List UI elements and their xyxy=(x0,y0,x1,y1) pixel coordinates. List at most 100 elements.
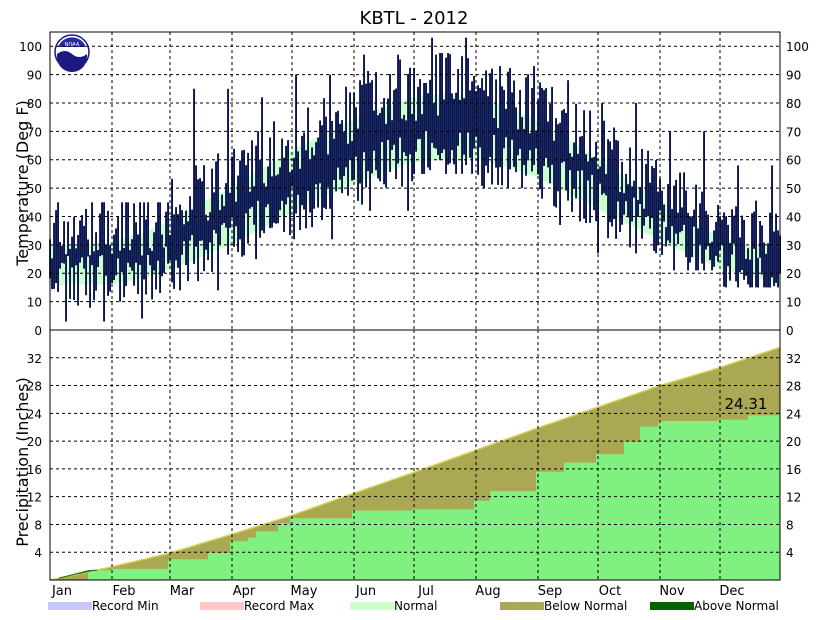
observed-temp-bar xyxy=(307,107,309,191)
observed-temp-bar xyxy=(643,208,645,226)
observed-temp-bar xyxy=(585,154,587,224)
observed-temp-bar xyxy=(217,153,219,291)
temp-tick-left: 10 xyxy=(27,296,42,310)
observed-temp-bar xyxy=(721,219,723,246)
observed-temp-bar xyxy=(293,157,295,240)
month-tick-label: Mar xyxy=(170,584,195,599)
observed-temp-bar xyxy=(687,212,689,271)
observed-temp-bar xyxy=(479,88,481,148)
observed-temp-bar xyxy=(745,258,747,276)
observed-temp-bar xyxy=(401,118,403,187)
observed-temp-bar xyxy=(119,250,121,302)
observed-temp-bar xyxy=(749,259,751,288)
observed-temp-bar xyxy=(661,190,663,255)
precip-tick-left: 24 xyxy=(27,407,42,421)
observed-temp-bar xyxy=(455,92,457,174)
temp-tick-right: 80 xyxy=(786,97,801,111)
observed-temp-bar xyxy=(93,251,95,301)
observed-temp-bar xyxy=(165,211,167,247)
observed-temp-bar xyxy=(221,194,223,225)
observed-temp-bar xyxy=(305,150,307,229)
precip-tick-left: 16 xyxy=(27,463,42,477)
observed-temp-bar xyxy=(519,89,521,149)
observed-temp-bar xyxy=(727,224,729,267)
observed-temp-bar xyxy=(177,214,179,268)
observed-temp-bar xyxy=(241,150,243,257)
observed-temp-bar xyxy=(289,172,291,235)
observed-temp-bar xyxy=(369,82,371,211)
observed-temp-bar xyxy=(595,141,597,222)
observed-temp-bar xyxy=(229,192,231,228)
observed-temp-bar xyxy=(127,202,129,263)
legend-label: Record Min xyxy=(92,599,159,613)
observed-temp-bar xyxy=(87,239,89,257)
observed-temp-bar xyxy=(597,168,599,254)
precip-above-normal-bar xyxy=(79,572,82,574)
observed-temp-bar xyxy=(407,73,409,211)
observed-temp-bar xyxy=(73,217,75,300)
observed-temp-bar xyxy=(657,191,659,245)
precipitation-areas xyxy=(49,346,781,581)
month-tick-label: Apr xyxy=(233,584,256,599)
observed-temp-bar xyxy=(559,122,561,225)
month-tick-label: Oct xyxy=(599,584,621,599)
observed-temp-bar xyxy=(191,209,193,235)
observed-temp-bar xyxy=(723,212,725,287)
observed-temp-bar xyxy=(465,37,467,166)
observed-temp-bar xyxy=(385,123,387,188)
observed-temp-bar xyxy=(223,206,225,223)
observed-temp-bar xyxy=(149,248,151,266)
observed-temp-bar xyxy=(297,151,299,195)
observed-temp-bar xyxy=(431,37,433,143)
observed-temp-bar xyxy=(769,212,771,288)
observed-temp-bar xyxy=(737,165,739,288)
precip-above-normal-bar xyxy=(67,575,70,577)
observed-temp-bar xyxy=(253,186,255,225)
temperature-axis-label: Temperature (Deg F) xyxy=(13,100,32,267)
observed-temp-bar xyxy=(561,110,563,163)
precip-above-normal-bar xyxy=(63,576,66,578)
observed-temp-bar xyxy=(667,184,669,241)
observed-temp-bar xyxy=(539,82,541,190)
observed-temp-bar xyxy=(85,209,87,296)
month-tick-label: Dec xyxy=(719,584,744,599)
observed-temp-bar xyxy=(263,183,265,234)
observed-temp-bar xyxy=(645,164,647,217)
precipitation-axis-label: Precipitation (Inches) xyxy=(13,377,32,547)
observed-temp-bar xyxy=(151,250,153,300)
observed-temp-bar xyxy=(619,192,621,232)
observed-temp-bar xyxy=(209,212,211,243)
precip-plot-frame xyxy=(49,329,781,581)
observed-temp-bar xyxy=(409,67,411,155)
precip-above-normal-bar xyxy=(71,574,74,576)
observed-temp-bar xyxy=(207,220,209,261)
observed-temp-bar xyxy=(535,130,537,149)
precip-tick-right: 8 xyxy=(786,518,794,532)
observed-temp-bar xyxy=(325,116,327,209)
observed-temp-bar xyxy=(79,220,81,263)
observed-temp-bar xyxy=(631,186,633,222)
observed-temp-bar xyxy=(181,210,183,255)
observed-temp-bar xyxy=(563,109,565,162)
month-tick-label: Feb xyxy=(112,584,135,599)
observed-temp-bar xyxy=(593,157,595,211)
observed-temp-bar xyxy=(739,237,741,273)
observed-temp-bar xyxy=(607,139,609,239)
precip-above-normal-bar xyxy=(75,573,78,575)
precip-tick-left: 20 xyxy=(27,435,42,449)
observed-temp-bar xyxy=(75,248,77,266)
precip-above-normal-bar xyxy=(87,570,90,572)
observed-temp-bar xyxy=(319,120,321,184)
observed-temp-bar xyxy=(489,73,491,157)
temp-tick-right: 50 xyxy=(786,182,801,196)
observed-temp-bar xyxy=(117,216,119,259)
observed-temp-bar xyxy=(189,196,191,241)
observed-temp-bar xyxy=(623,193,625,215)
temp-tick-right: 90 xyxy=(786,69,801,83)
observed-temp-bar xyxy=(243,149,245,256)
observed-temp-bar xyxy=(685,190,687,258)
observed-temp-bar xyxy=(777,230,779,288)
observed-temp-bar xyxy=(557,124,559,192)
legend-label: Normal xyxy=(394,599,437,613)
precipitation-axes: 4 4 8 8 12 12 16 16 20 20 24 24 28 28 32 32 xyxy=(27,329,801,581)
